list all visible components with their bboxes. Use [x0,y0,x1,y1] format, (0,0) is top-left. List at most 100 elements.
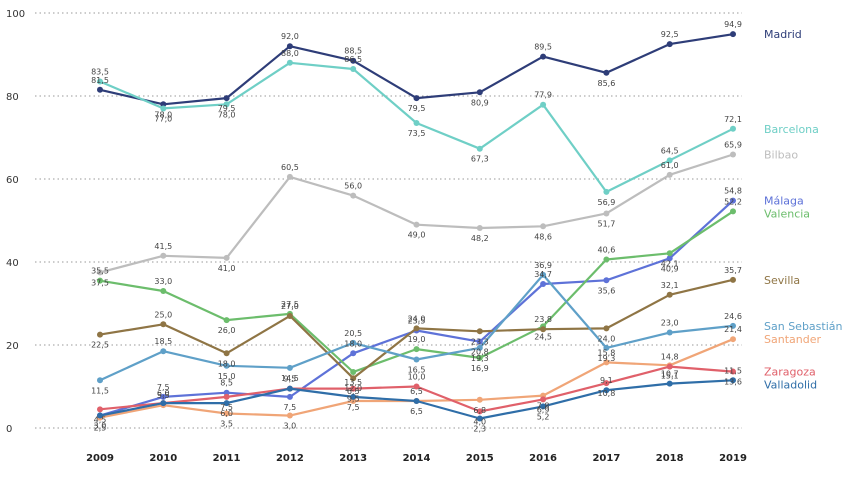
data-label: 85,6 [597,79,615,88]
data-label: 52,2 [724,197,742,206]
data-point [540,271,547,278]
data-label: 14,5 [281,374,299,383]
data-point [476,354,483,361]
data-point [603,387,610,394]
data-label: 6,9 [537,405,550,414]
data-point [350,368,357,375]
data-label: 25,0 [154,310,172,319]
x-tick-label: 2014 [403,453,431,464]
data-label: 48,2 [471,234,489,243]
data-point [160,105,167,112]
data-point [540,223,547,230]
data-label: 79,5 [408,104,426,113]
data-label: 7,5 [220,403,233,412]
data-point [160,252,167,259]
data-label: 83,5 [91,67,109,76]
data-label: 15,0 [218,372,236,381]
legend-label: Málaga [764,195,804,208]
series-line [99,61,734,193]
data-label: 27,0 [281,302,299,311]
data-point [603,69,610,76]
y-axis: 0 20 40 60 80 100 [6,9,25,435]
data-point [730,368,736,375]
data-label: 73,5 [408,129,426,138]
data-point [223,362,230,369]
y-tick-label: 100 [6,9,25,20]
data-label: 3,0 [94,422,107,431]
data-label: 3,0 [284,422,297,431]
data-label: 6,5 [410,387,423,396]
data-point [350,385,357,392]
series-lines [97,31,736,422]
data-point [476,408,483,415]
data-point [223,317,230,324]
data-point [223,393,230,400]
data-label: 42,1 [661,259,679,268]
data-label: 4,0 [473,417,486,426]
legend-label: Sevilla [764,274,800,287]
data-point [603,277,610,284]
legend-label: Barcelona [764,123,819,136]
x-tick-label: 2013 [339,453,367,464]
data-point [730,322,736,329]
data-point [476,415,483,422]
data-label: 88,5 [344,47,362,56]
data-point [350,57,357,64]
data-label: 21,4 [724,325,742,334]
data-point [476,338,483,345]
data-point [286,43,293,50]
data-label: 35,6 [597,286,615,295]
data-point [350,192,357,199]
data-point [540,326,547,333]
data-label: 92,0 [281,32,299,41]
x-tick-label: 2011 [213,453,241,464]
data-point [286,393,293,400]
data-label: 80,9 [471,98,489,107]
data-label: 24,5 [534,332,552,341]
data-point [160,321,167,328]
data-point [97,412,103,419]
data-point [97,406,103,413]
series-line [99,33,734,106]
data-label: 18,0 [218,359,236,368]
data-label: 7,8 [537,402,550,411]
data-point [350,393,357,400]
data-point [223,350,230,357]
data-point [603,380,610,387]
data-point [413,398,420,405]
data-label: 41,0 [218,264,236,273]
data-label: 11,5 [724,366,742,375]
data-point [97,269,103,276]
y-tick-label: 40 [6,258,19,269]
data-point [223,95,230,102]
data-point [730,151,736,158]
data-point [666,291,673,298]
data-point [413,95,420,102]
data-label: 77,0 [154,114,172,123]
data-point [730,125,736,132]
data-point [223,410,230,417]
data-label: 78,0 [218,110,236,119]
data-point [476,328,483,335]
y-tick-label: 60 [6,175,19,186]
x-tick-label: 2016 [529,453,557,464]
data-label: 51,7 [597,219,615,228]
data-point [603,210,610,217]
data-point [286,364,293,371]
data-point [666,171,673,178]
data-point [730,208,736,215]
data-point [350,350,357,357]
data-point [666,41,673,48]
data-label: 20,8 [471,348,489,357]
x-tick-label: 2019 [719,453,747,464]
data-point [666,363,673,370]
data-label: 6,0 [220,409,233,418]
data-label: 81,5 [91,76,109,85]
data-label: 89,5 [534,43,552,52]
data-point [350,339,357,346]
data-label: 40,9 [661,264,679,273]
data-label: 79,5 [218,104,236,113]
data-label: 10,7 [661,370,679,379]
data-point [666,380,673,387]
